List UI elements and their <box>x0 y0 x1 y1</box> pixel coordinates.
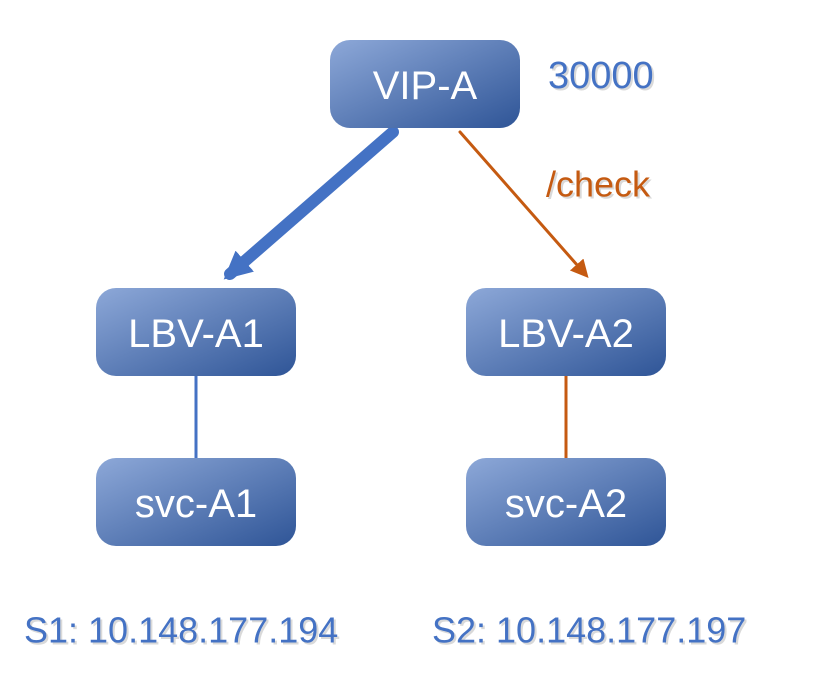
node-vip: VIP-A <box>330 40 520 128</box>
node-lbv2: LBV-A2 <box>466 288 666 376</box>
footer-s2: S2: 10.148.177.197S2: 10.148.177.197 <box>432 610 748 653</box>
svg-text:30000: 30000 <box>548 55 654 97</box>
node-label-vip: VIP-A <box>373 64 478 108</box>
node-label-svc2: svc-A2 <box>505 482 627 526</box>
annotation-port: 3000030000 <box>548 55 656 99</box>
edge-vip-lbv1 <box>230 132 393 274</box>
svg-text:S2: 10.148.177.197: S2: 10.148.177.197 <box>432 610 746 651</box>
node-svc1: svc-A1 <box>96 458 296 546</box>
node-label-svc1: svc-A1 <box>135 482 257 526</box>
node-svc2: svc-A2 <box>466 458 666 546</box>
svg-text:S1: 10.148.177.194: S1: 10.148.177.194 <box>24 610 338 651</box>
node-label-lbv2: LBV-A2 <box>498 312 634 356</box>
footer-s1: S1: 10.148.177.194S1: 10.148.177.194 <box>24 610 340 653</box>
svg-text:/check: /check <box>546 164 651 205</box>
annotation-check: /check/check <box>546 164 653 207</box>
node-label-lbv1: LBV-A1 <box>128 312 264 356</box>
node-lbv1: LBV-A1 <box>96 288 296 376</box>
